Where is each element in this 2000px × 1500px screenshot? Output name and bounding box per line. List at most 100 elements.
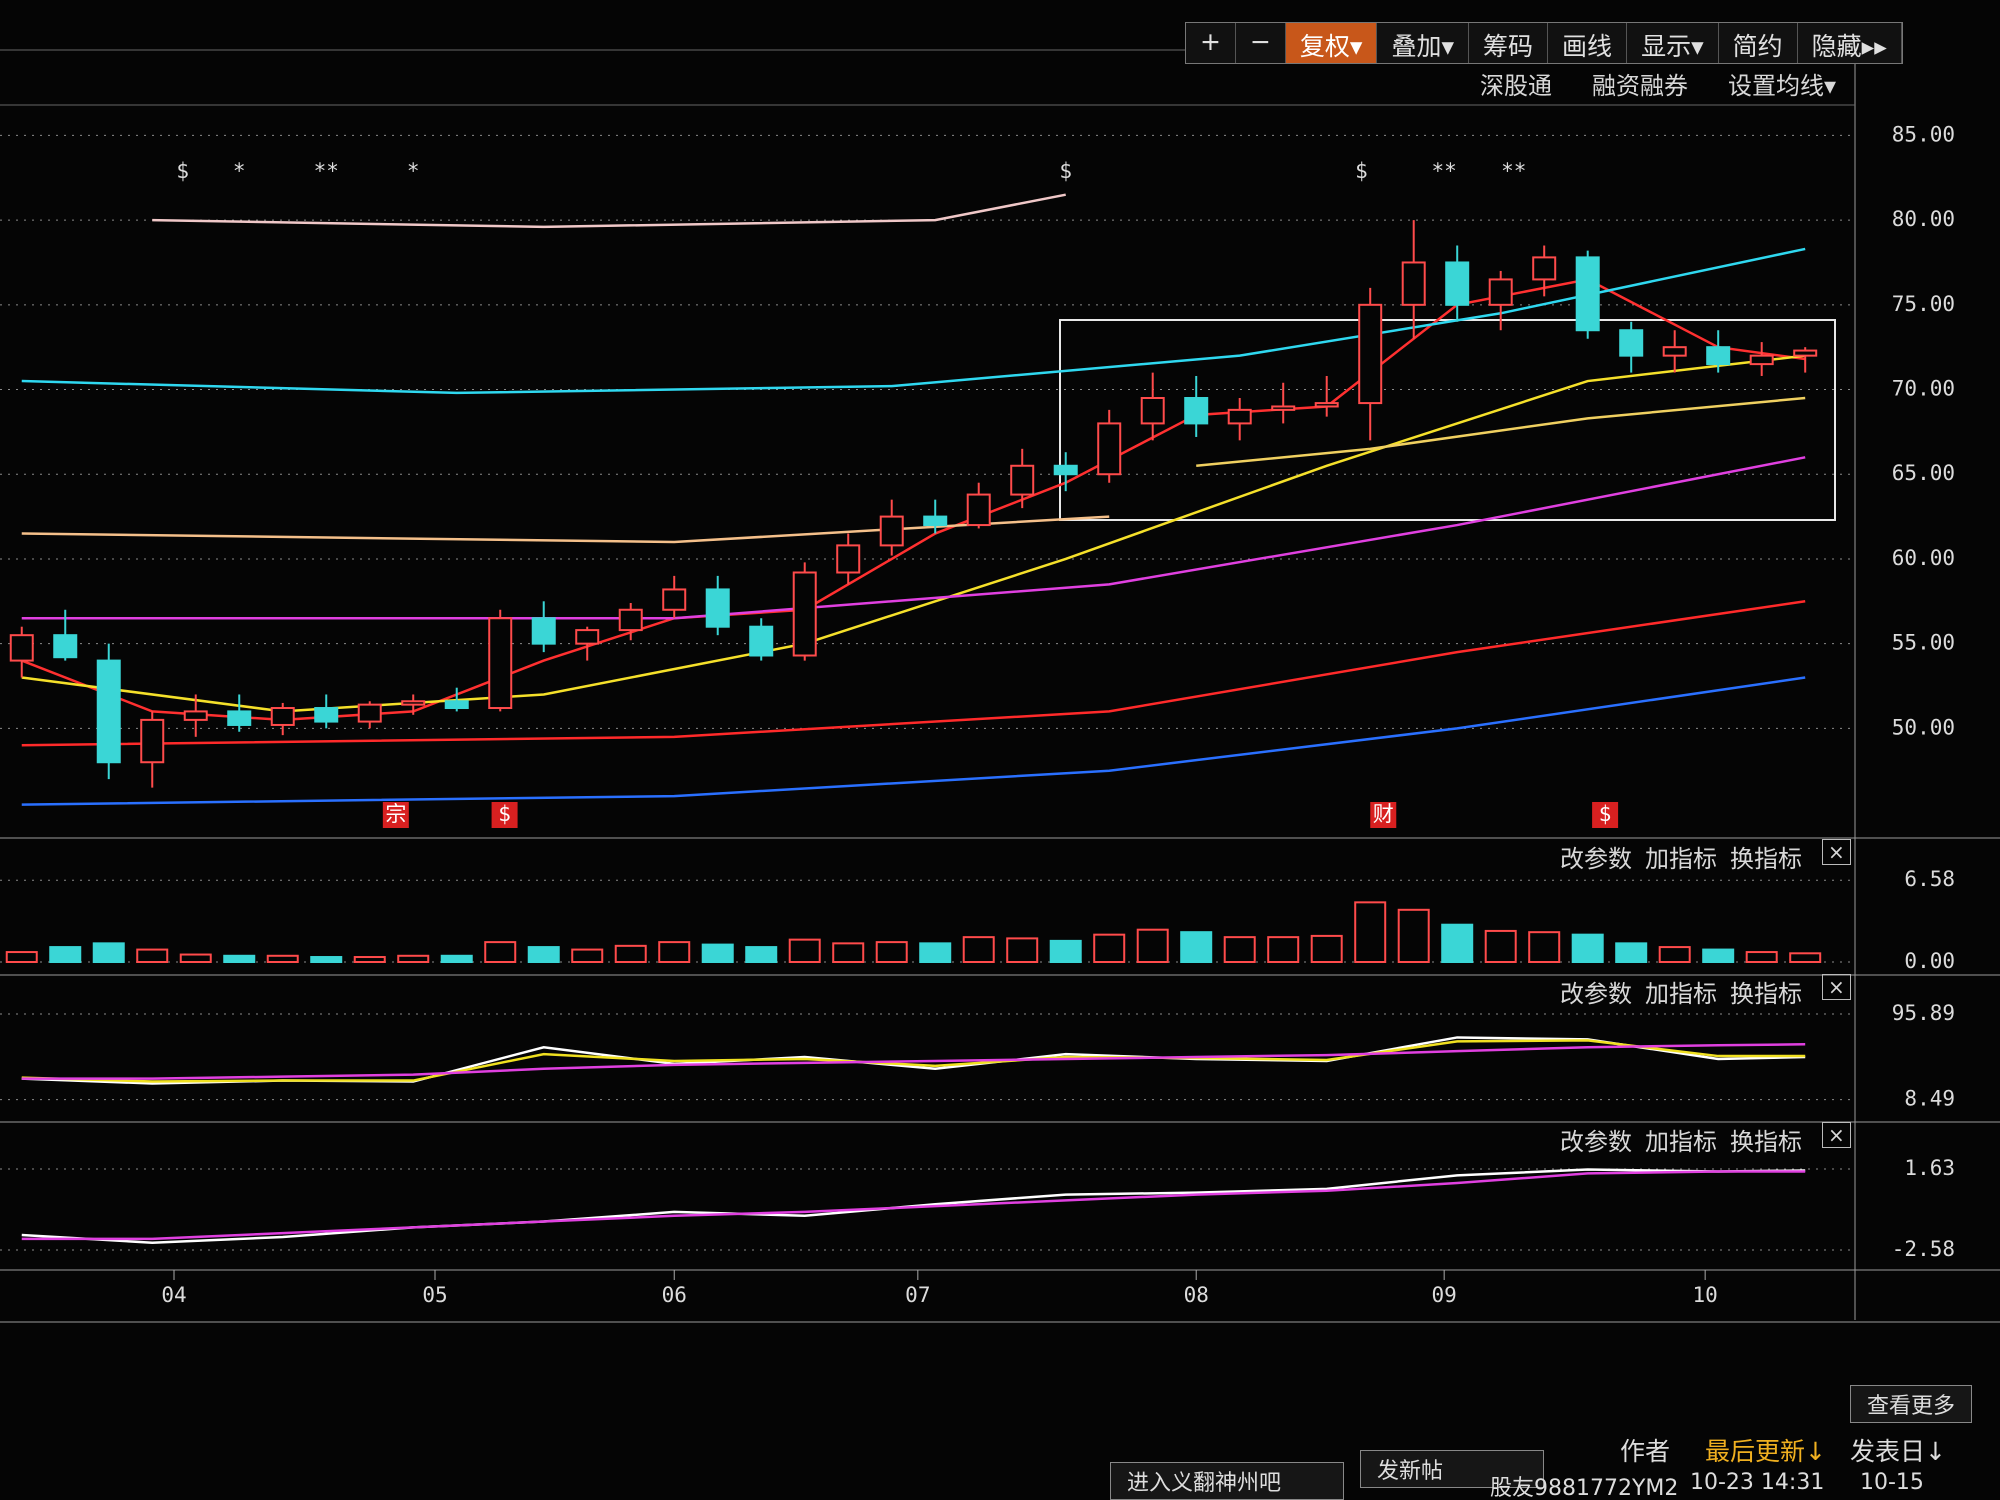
- candle-body: [662, 588, 687, 611]
- candle-body: [1010, 464, 1035, 496]
- panel-tool[interactable]: 改参数: [1560, 980, 1632, 1008]
- volume-bar: [1702, 948, 1735, 963]
- volume-bar: [962, 936, 995, 964]
- volume-bar: [1441, 923, 1474, 964]
- volume-bar: [5, 951, 38, 963]
- event-marker: $: [1355, 159, 1368, 183]
- more-button[interactable]: 查看更多: [1850, 1385, 1973, 1423]
- volume-bar: [614, 944, 647, 963]
- sub-button[interactable]: 融资融券: [1592, 72, 1688, 100]
- candle-body: [923, 515, 948, 527]
- candle-body: [1140, 397, 1165, 425]
- simple-button[interactable]: 简约: [1719, 23, 1798, 63]
- volume-bar: [440, 954, 473, 963]
- panel-tool[interactable]: 改参数: [1560, 845, 1632, 873]
- volume-bar: [1354, 901, 1387, 963]
- panel-tool[interactable]: 换指标: [1730, 845, 1802, 873]
- enter-forum-button[interactable]: 进入义翻神州吧: [1110, 1462, 1344, 1500]
- y-tick-label: 65.00: [1892, 461, 1955, 485]
- panel-tool[interactable]: 换指标: [1730, 980, 1802, 1008]
- post-author: 股友9881772YM2: [1490, 1476, 1679, 1500]
- toolbar: + − 复权▾ 叠加▾ 筹码 画线 显示▾ 简约 隐藏▸▸: [1185, 22, 1903, 64]
- candle-body: [836, 544, 861, 574]
- x-tick-label: 05: [422, 1283, 447, 1307]
- event-badge-box: [1592, 802, 1619, 828]
- adjust-button[interactable]: 复权▾: [1285, 23, 1378, 63]
- y-tick-label: -2.58: [1892, 1237, 1955, 1261]
- y-tick-label: 0.00: [1904, 949, 1955, 973]
- draw-button[interactable]: 画线: [1548, 23, 1628, 63]
- event-badge: $: [1599, 802, 1612, 826]
- volume-bar: [1049, 939, 1082, 963]
- column-header[interactable]: 最后更新↓: [1705, 1437, 1826, 1466]
- y-tick-label: 85.00: [1892, 122, 1955, 146]
- volume-bar: [919, 942, 952, 963]
- indicator-line: [1196, 396, 1806, 468]
- volume-bar: [1093, 933, 1126, 964]
- candle-body: [140, 718, 165, 764]
- volume-bar: [1136, 928, 1169, 964]
- indicator-line: [21, 1170, 1806, 1241]
- candle-body: [575, 629, 600, 645]
- volume-bar: [527, 946, 560, 963]
- candle-body: [1532, 256, 1557, 281]
- panel-tool[interactable]: 加指标: [1645, 1128, 1717, 1156]
- volume-bar: [310, 956, 343, 963]
- overlay-button[interactable]: 叠加▾: [1377, 23, 1470, 63]
- candle-body: [1401, 261, 1426, 306]
- volume-bar: [875, 941, 908, 963]
- volume-bar: [397, 954, 430, 963]
- panel-tool[interactable]: 换指标: [1730, 1128, 1802, 1156]
- new-post-button[interactable]: 发新帖: [1360, 1450, 1544, 1488]
- event-badge: $: [498, 802, 511, 826]
- y-tick-label: 6.58: [1904, 867, 1955, 891]
- candle-body: [9, 634, 34, 662]
- x-tick-label: 10: [1693, 1283, 1718, 1307]
- candle-body: [270, 707, 295, 726]
- chips-button[interactable]: 筹码: [1469, 23, 1549, 63]
- display-button[interactable]: 显示▾: [1627, 23, 1719, 63]
- panel-tool[interactable]: 加指标: [1645, 845, 1717, 873]
- column-header[interactable]: 作者: [1620, 1437, 1671, 1466]
- y-tick-label: 95.89: [1892, 1001, 1955, 1025]
- volume-bar: [1571, 933, 1604, 964]
- y-tick-label: 8.49: [1904, 1087, 1955, 1111]
- close-panel[interactable]: ×: [1822, 1122, 1851, 1148]
- sub-button[interactable]: 设置均线▾: [1728, 72, 1837, 100]
- event-marker: $: [176, 159, 189, 183]
- event-marker: **: [314, 159, 339, 183]
- candle-body: [1445, 261, 1470, 306]
- zoom-out[interactable]: −: [1236, 23, 1286, 63]
- indicator-line: [21, 1043, 1806, 1080]
- candle-body: [618, 608, 643, 632]
- candle-body: [314, 707, 339, 723]
- sub-toolbar: 深股通 融资融券 设置均线▾: [1480, 66, 1836, 101]
- candle-body: [96, 659, 121, 764]
- panel-tool[interactable]: 改参数: [1560, 1128, 1632, 1156]
- indicator-line: [21, 676, 1806, 806]
- candle-body: [227, 710, 252, 726]
- event-marker: *: [233, 159, 246, 183]
- indicator-line: [21, 247, 1806, 395]
- volume-bar: [788, 938, 821, 964]
- panel-tool[interactable]: 加指标: [1645, 980, 1717, 1008]
- sub-button[interactable]: 深股通: [1480, 72, 1552, 100]
- zoom-in[interactable]: +: [1186, 23, 1236, 63]
- candle-body: [1706, 346, 1731, 366]
- volume-bar: [1180, 931, 1213, 964]
- volume-bar: [484, 941, 517, 963]
- indicator-line: [21, 1039, 1806, 1083]
- x-tick-label: 08: [1184, 1283, 1209, 1307]
- candle-body: [1662, 346, 1687, 357]
- hide-button[interactable]: 隐藏▸▸: [1798, 23, 1902, 63]
- candle-body: [879, 515, 904, 547]
- candle-body: [1097, 422, 1122, 476]
- event-badge-box: [491, 802, 518, 828]
- close-panel[interactable]: ×: [1822, 974, 1851, 1000]
- candle-body: [1227, 408, 1252, 425]
- close-panel[interactable]: ×: [1822, 839, 1851, 865]
- volume-bar: [353, 956, 386, 963]
- column-header[interactable]: 发表日↓: [1850, 1437, 1946, 1466]
- candle-body: [1053, 464, 1078, 476]
